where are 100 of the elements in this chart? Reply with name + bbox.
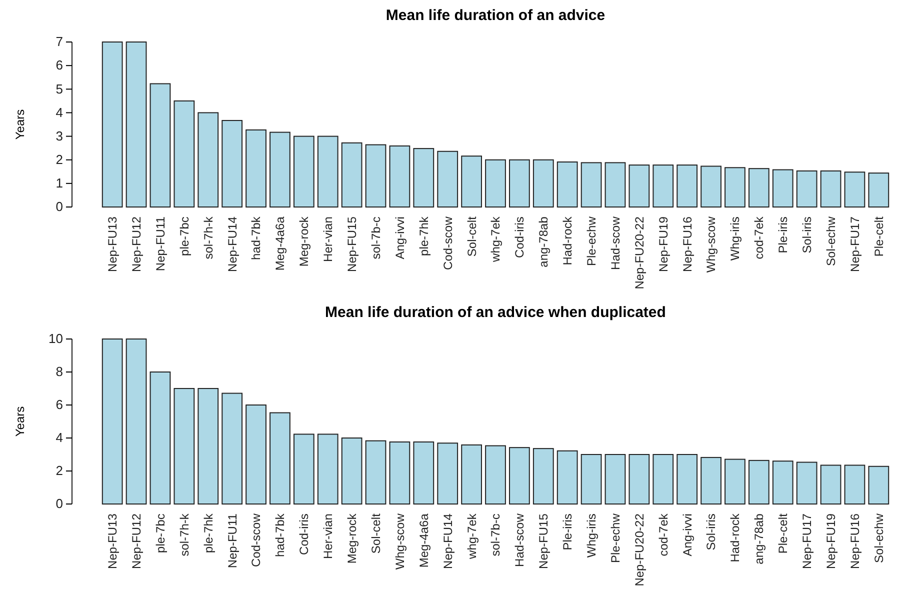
bar — [676, 454, 698, 504]
y-tick-label: 0 — [56, 496, 63, 512]
bar — [389, 441, 410, 504]
bar — [365, 144, 386, 208]
x-tick-label: Nep-FU17 — [800, 513, 814, 569]
bar — [461, 156, 482, 208]
x-tick-label: Nep-FU20-22 — [632, 513, 646, 586]
bar — [461, 444, 482, 504]
chart-title: Mean life duration of an advice — [386, 7, 606, 24]
x-tick-label: whg-7ek — [488, 216, 503, 263]
x-tick-label: Ple-echw — [608, 513, 622, 563]
x-tick-label: Whg-scow — [704, 216, 718, 273]
bar — [293, 136, 314, 208]
bar — [389, 145, 410, 208]
x-tick-label: sol-7h-k — [201, 216, 216, 260]
bar — [341, 142, 362, 208]
bar — [485, 445, 506, 504]
x-tick-label: Nep-FU19 — [656, 216, 670, 272]
x-tick-label: Nep-FU12 — [129, 216, 144, 272]
x-tick-label: Meg-rock — [345, 512, 360, 564]
x-tick-label: had-7bk — [249, 216, 264, 260]
bar — [150, 372, 171, 504]
x-tick-label: Whg-scow — [392, 513, 407, 570]
y-tick-label: 5 — [56, 81, 63, 96]
bar — [509, 159, 530, 208]
x-tick-label: Nep-FU14 — [440, 513, 455, 569]
x-tick-label: whg-7ek — [464, 512, 479, 560]
bar — [150, 83, 171, 208]
x-tick-label: Her-vian — [321, 514, 336, 559]
x-tick-label: Nep-FU17 — [848, 216, 862, 272]
x-tick-label: Meg-4a6a — [273, 216, 288, 271]
bar — [700, 456, 722, 504]
y-tick-label: 8 — [56, 364, 63, 380]
bar — [317, 136, 338, 208]
bar — [580, 162, 602, 208]
bar — [102, 42, 123, 208]
bar — [796, 170, 818, 208]
bar — [700, 166, 722, 208]
chart-title: Mean life duration of an advice when duplicated — [325, 304, 666, 321]
x-tick-label: sol-7b-c — [368, 216, 383, 260]
bar — [724, 167, 746, 208]
x-tick-label: ple-7bc — [153, 514, 168, 553]
y-tick-label: 6 — [56, 397, 63, 412]
y-axis-title: Years — [13, 406, 27, 437]
bar — [628, 454, 650, 504]
bar — [270, 412, 290, 504]
bar — [628, 164, 650, 208]
bar — [556, 161, 578, 208]
bar — [748, 168, 770, 208]
y-tick-label: 10 — [48, 331, 63, 346]
x-tick-label: had-7bk — [273, 512, 288, 557]
x-tick-label: Nep-FU15 — [536, 513, 551, 569]
x-tick-label: Sol-celt — [368, 512, 383, 554]
bar — [652, 164, 674, 208]
bar — [532, 448, 554, 504]
x-tick-label: Nep-FU13 — [106, 216, 120, 272]
x-tick-label: Nep-FU16 — [680, 216, 694, 272]
y-tick-label: 4 — [56, 430, 63, 446]
y-tick-label: 7 — [56, 34, 63, 50]
y-tick-label: 4 — [56, 104, 63, 120]
x-tick-label: Meg-rock — [297, 216, 312, 267]
bar — [485, 159, 506, 208]
bar — [868, 466, 890, 504]
x-tick-label: Whg-iris — [728, 216, 742, 261]
bar — [868, 172, 890, 208]
bar — [844, 464, 866, 504]
x-tick-label: Her-vian — [321, 216, 336, 262]
x-tick-label: cod-7ek — [656, 512, 670, 556]
bar — [652, 454, 674, 504]
y-tick-label: 1 — [56, 176, 63, 191]
x-tick-label: Ple-iris — [560, 514, 575, 550]
x-tick-label: Ple-celt — [776, 512, 790, 554]
bar — [198, 388, 219, 504]
bar — [820, 464, 842, 504]
bar — [174, 100, 195, 208]
x-tick-label: Had-scow — [608, 216, 622, 270]
bar — [174, 388, 195, 504]
x-tick-label: Nep-FU12 — [129, 513, 144, 569]
bar — [772, 169, 794, 208]
bar — [222, 120, 243, 208]
y-tick-label: 2 — [56, 152, 63, 168]
bar — [126, 42, 147, 208]
x-tick-label: Meg-4a6a — [416, 513, 431, 568]
bar — [580, 454, 602, 504]
x-tick-label: Cod-scow — [249, 513, 264, 567]
x-tick-label: Had-rock — [728, 512, 742, 562]
x-tick-label: Nep-FU11 — [225, 513, 240, 568]
bar — [604, 454, 626, 504]
x-tick-label: sol-7b-c — [488, 514, 503, 556]
bar — [748, 460, 770, 504]
bar — [437, 150, 458, 208]
bar — [246, 404, 266, 504]
x-tick-label: Sol-iris — [704, 514, 718, 550]
bar — [413, 148, 434, 208]
y-axis-title: Years — [13, 109, 27, 140]
x-tick-label: Ple-celt — [872, 216, 886, 257]
x-tick-label: ple-7bc — [177, 216, 192, 256]
bar — [556, 450, 578, 504]
bar — [772, 460, 794, 504]
x-tick-label: Nep-FU20-22 — [632, 216, 646, 290]
